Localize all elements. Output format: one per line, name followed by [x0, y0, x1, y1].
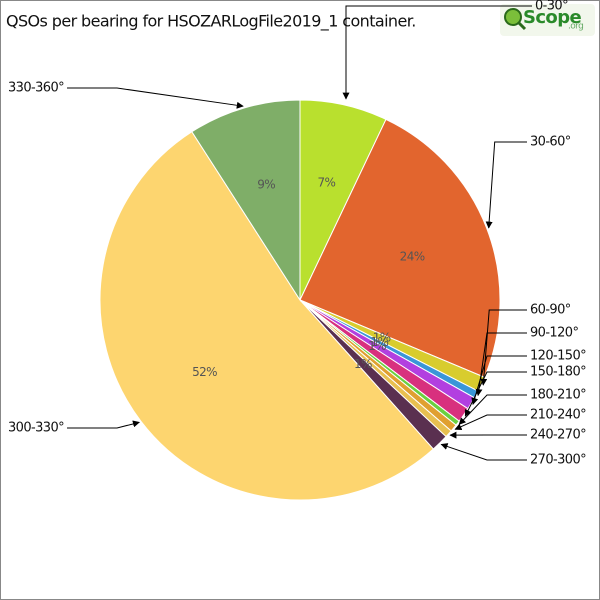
logo-icon [504, 8, 522, 26]
leader-line [454, 414, 527, 430]
chart-title: QSOs per bearing for HSOZARLogFile2019_1… [6, 12, 416, 32]
data-label: 52% [192, 365, 217, 379]
data-label: 1% [354, 357, 372, 371]
slice-label: 210-240° [530, 408, 586, 423]
data-label: 9% [257, 177, 275, 191]
slice-label: 30-60° [530, 135, 571, 150]
leader-line [342, 5, 532, 100]
logo-suffix: .org [568, 22, 583, 32]
slice-label: 120-150° [530, 349, 586, 364]
data-label: 7% [318, 175, 336, 189]
logo: Scope .org [500, 4, 595, 36]
logo-icon [516, 20, 527, 31]
slice-label: 60-90° [530, 303, 571, 318]
leader-line [475, 332, 527, 397]
leader-line [67, 87, 244, 109]
slice-label: 0-30° [535, 0, 568, 14]
leader-line [485, 141, 527, 229]
pie-slice [299, 118, 501, 378]
leader-line [471, 355, 527, 405]
data-label: 1% [368, 339, 386, 353]
slice-label: 180-210° [530, 388, 586, 403]
leader-line [67, 420, 140, 429]
leader-line [458, 394, 527, 425]
leader-line [440, 443, 527, 461]
data-label: 1% [370, 335, 388, 349]
logo-text: Scope [523, 7, 581, 28]
slice-label: 240-270° [530, 428, 586, 443]
slice-label: 150-180° [530, 365, 586, 380]
leader-line [464, 371, 527, 417]
slice-label: 300-330° [8, 421, 64, 436]
slice-label: 90-120° [530, 326, 578, 341]
data-label: 1% [373, 330, 391, 344]
slice-label: 330-360° [8, 81, 64, 96]
data-label: 24% [400, 250, 425, 264]
slice-label: 270-300° [530, 453, 586, 468]
leader-line [480, 309, 527, 386]
pie-slice [99, 131, 435, 501]
